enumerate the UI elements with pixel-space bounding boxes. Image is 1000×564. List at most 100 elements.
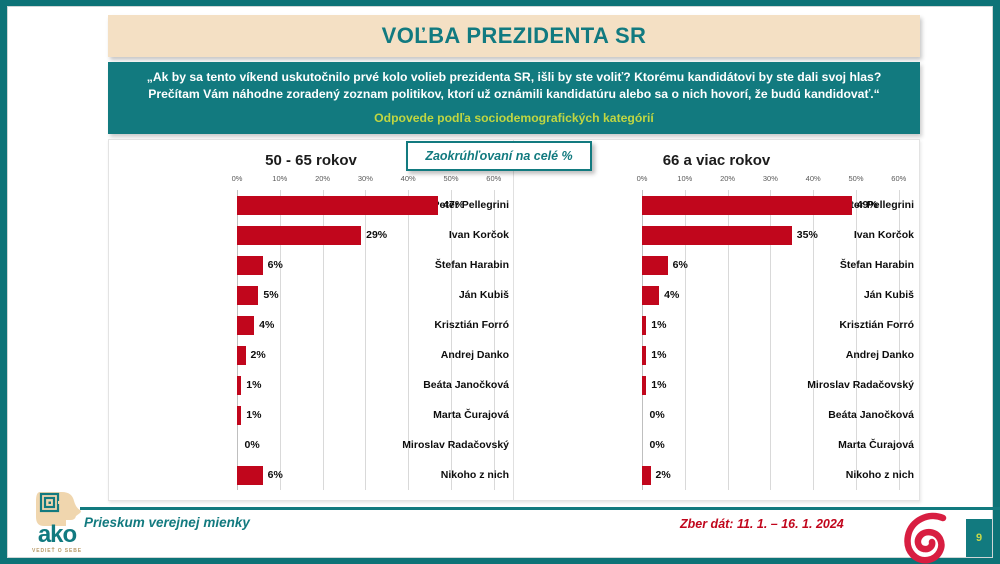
candidate-label: Nikoho z nich: [440, 469, 509, 481]
chart-bar-value: 0%: [649, 409, 665, 421]
axis-tick-label: 0%: [636, 174, 648, 183]
chart-left-bars: Peter Pellegrini 47% Ivan Korčok 29% Štefan …: [109, 190, 515, 490]
gridline: [408, 190, 410, 490]
candidate-label: Beáta Janočková: [423, 379, 509, 391]
question-line-1: „Ak by sa tento víkend uskutočnilo prvé …: [146, 70, 882, 84]
chart-bar: [642, 315, 647, 335]
gridline: [813, 190, 815, 490]
chart-bar-row: Beáta Janočková 1%: [109, 370, 515, 400]
chart-bar-value: 1%: [246, 379, 262, 391]
candidate-label: Marta Čurajová: [838, 439, 914, 451]
axis-tick-label: 60%: [486, 174, 502, 183]
gridline: [451, 190, 452, 490]
page-title: VOĽBA PREZIDENTA SR: [381, 23, 647, 48]
ako-tagline: VEDIEŤ O SEBE: [31, 548, 83, 554]
chart-bar-value: 4%: [664, 289, 680, 301]
chart-bar: [642, 375, 647, 395]
question-banner: „Ak by sa tento víkend uskutočnilo prvé …: [108, 62, 920, 134]
chart-bar-row: Miroslav Radačovský 1%: [514, 370, 920, 400]
gridline: [684, 190, 686, 490]
chart-bar: [642, 285, 660, 305]
chart-bar-row: Peter Pellegrini 47%: [109, 190, 515, 220]
gridline: [322, 190, 324, 490]
chart-right-gridlines: [514, 190, 920, 490]
axis-tick-label: 10%: [272, 174, 288, 183]
chart-bar-row: Marta Čurajová 1%: [109, 400, 515, 430]
spiral-logo-icon: [903, 512, 949, 564]
chart-bar-row: Krisztián Forró 1%: [514, 310, 920, 340]
chart-bar-row: Peter Pellegrini 49%: [514, 190, 920, 220]
chart-bar: [642, 195, 852, 215]
chart-right: 66 a viac rokov 0% 10% 20% 30% 40% 50% 60% Pet…: [514, 140, 919, 500]
chart-bar: [237, 255, 263, 275]
candidate-label: Andrej Danko: [845, 349, 914, 361]
chart-left-gridlines: [109, 190, 515, 490]
gridline: [493, 190, 495, 490]
chart-bar-value: 4%: [259, 319, 275, 331]
chart-bar-value: 2%: [655, 469, 671, 481]
axis-tick-label: 50%: [848, 174, 864, 183]
candidate-label: Peter Pellegrini: [837, 199, 914, 211]
chart-bar-value: 5%: [263, 289, 279, 301]
chart-bar: [237, 375, 242, 395]
candidate-label: Ivan Korčok: [448, 229, 509, 241]
chart-bar-value: 6%: [672, 259, 688, 271]
candidate-label: Krisztián Forró: [839, 319, 914, 331]
chart-left-plot: 0% 10% 20% 30% 40% 50% 60% Peter Pellegrini 47%…: [109, 174, 515, 496]
axis-tick-label: 30%: [762, 174, 778, 183]
chart-bar: [237, 285, 259, 305]
axis-tick-label: 10%: [677, 174, 693, 183]
chart-bar-value: 47%: [443, 199, 465, 211]
candidate-label: Peter Pellegrini: [432, 199, 509, 211]
gridline: [642, 190, 643, 490]
chart-bar-row: Krisztián Forró 4%: [109, 310, 515, 340]
gridline: [279, 190, 281, 490]
candidate-label: Nikoho z nich: [845, 469, 914, 481]
chart-left-title: 50 - 65 rokov: [265, 152, 357, 169]
footer-right-text: Zber dát: 11. 1. – 16. 1. 2024: [680, 517, 844, 531]
chart-bar-value: 6%: [267, 259, 283, 271]
chart-bar-row: Ivan Korčok 29%: [109, 220, 515, 250]
candidate-label: Ivan Korčok: [853, 229, 914, 241]
candidate-label: Miroslav Radačovský: [402, 439, 509, 451]
slide-title-bar: VOĽBA PREZIDENTA SR: [108, 15, 920, 57]
chart-bar-row: Marta Čurajová 0%: [514, 430, 920, 460]
chart-bar-row: Nikoho z nich 2%: [514, 460, 920, 490]
chart-bar-value: 0%: [649, 439, 665, 451]
chart-bar-value: 35%: [796, 229, 818, 241]
chart-right-plot: 0% 10% 20% 30% 40% 50% 60% Peter Pellegrini 49%…: [514, 174, 920, 496]
axis-tick-label: 40%: [400, 174, 416, 183]
chart-bar-row: Ivan Korčok 35%: [514, 220, 920, 250]
chart-bar: [237, 465, 263, 485]
axis-tick-label: 60%: [891, 174, 907, 183]
candidate-label: Štefan Harabin: [839, 259, 914, 271]
chart-bar-value: 0%: [244, 439, 260, 451]
chart-bar: [642, 255, 668, 275]
candidate-label: Krisztián Forró: [434, 319, 509, 331]
chart-bar-row: Štefan Harabin 6%: [514, 250, 920, 280]
chart-bar-value: 1%: [246, 409, 262, 421]
chart-bar-value: 1%: [651, 319, 667, 331]
rounding-callout-label: Zaokrúhľovaní na celé %: [425, 149, 573, 163]
candidate-label: Andrej Danko: [440, 349, 509, 361]
chart-left: 50 - 65 rokov 0% 10% 20% 30% 40% 50% 60% Peter…: [109, 140, 514, 500]
chart-bar-row: Štefan Harabin 6%: [109, 250, 515, 280]
gridline: [770, 190, 772, 490]
axis-tick-label: 20%: [720, 174, 736, 183]
page-number-badge: 9: [966, 519, 992, 557]
footer-divider: [80, 507, 1000, 510]
chart-bar-row: Nikoho z nich 6%: [109, 460, 515, 490]
axis-tick-label: 20%: [315, 174, 331, 183]
chart-bar: [237, 405, 242, 425]
chart-bar-value: 6%: [267, 469, 283, 481]
chart-bar-row: Ján Kubiš 4%: [514, 280, 920, 310]
candidate-label: Beáta Janočková: [828, 409, 914, 421]
candidate-label: Ján Kubiš: [458, 289, 509, 301]
gridline: [898, 190, 900, 490]
gridline: [727, 190, 729, 490]
chart-bar: [642, 225, 792, 245]
chart-bar-row: Miroslav Radačovský 0%: [109, 430, 515, 460]
slide-frame: VOĽBA PREZIDENTA SR „Ak by sa tento víke…: [7, 6, 1000, 564]
candidate-label: Miroslav Radačovský: [807, 379, 914, 391]
